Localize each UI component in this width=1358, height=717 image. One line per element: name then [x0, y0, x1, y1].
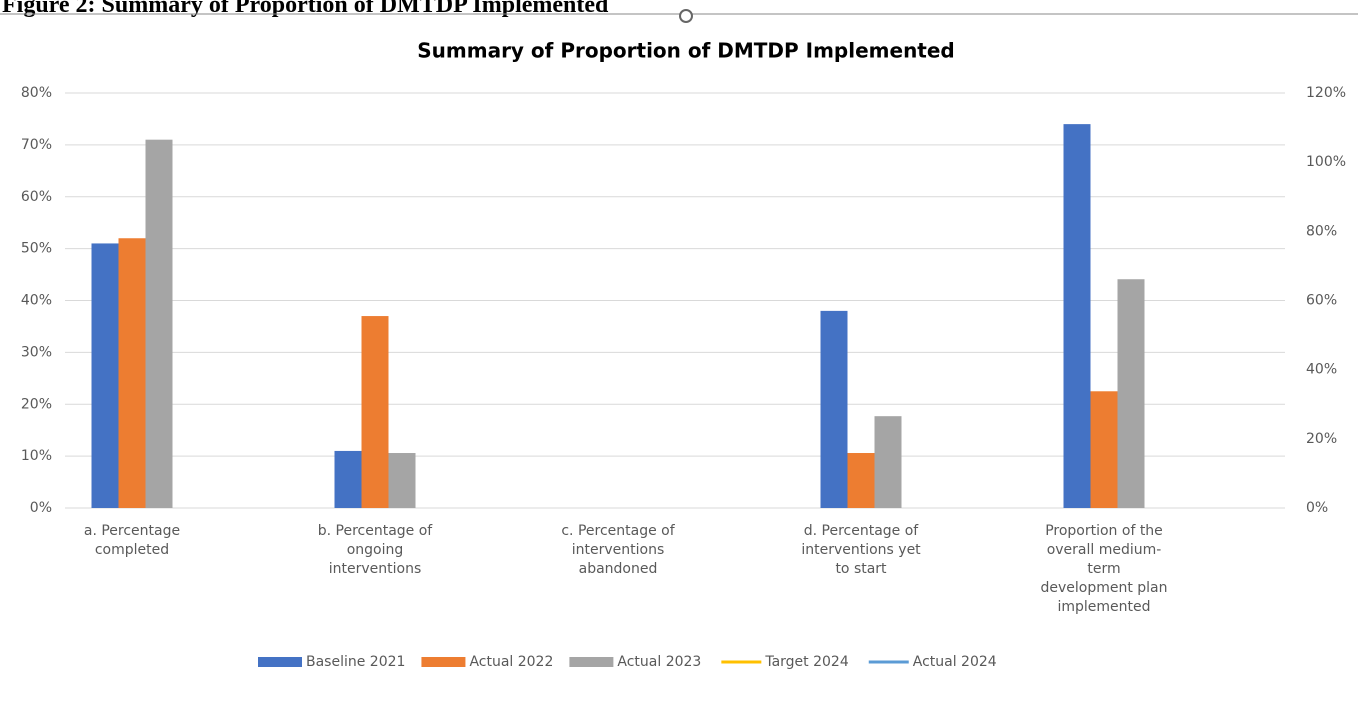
y2-tick-label: 20% [1306, 431, 1337, 447]
bar [118, 238, 146, 508]
bar [1117, 279, 1145, 508]
chart-title: Summary of Proportion of DMTDP Implement… [417, 39, 955, 63]
legend-label: Actual 2022 [469, 654, 553, 670]
bar [388, 453, 416, 508]
handle [679, 9, 693, 23]
bar [1090, 391, 1118, 508]
y-tick-label: 50% [21, 241, 52, 257]
y2-tick-label: 120% [1306, 85, 1346, 101]
y-tick-label: 80% [21, 85, 52, 101]
legend-label: Actual 2024 [913, 654, 997, 670]
y2-tick-label: 80% [1306, 223, 1337, 239]
y-tick-label: 10% [21, 448, 52, 464]
legend-swatch [421, 657, 466, 667]
x-tick-label: c. Percentage of interventions abandoned [561, 523, 675, 577]
y-tick-label: 60% [21, 189, 52, 205]
y-tick-label: 30% [21, 344, 52, 360]
y-tick-label: 40% [21, 293, 52, 309]
bar [820, 310, 848, 508]
y-tick-label: 0% [30, 500, 52, 516]
legend-swatch [258, 657, 302, 667]
bar [874, 416, 902, 508]
legend-swatch [569, 657, 614, 667]
bar [1063, 124, 1091, 508]
x-tick-label: a. Percentage completed [83, 523, 181, 558]
legend-label: Target 2024 [764, 654, 848, 670]
bar [91, 243, 119, 508]
y2-tick-label: 40% [1306, 362, 1337, 378]
bar [145, 139, 173, 508]
bar [334, 450, 362, 508]
y-tick-label: 70% [21, 137, 52, 153]
bar [361, 316, 389, 508]
y2-tick-label: 60% [1306, 293, 1337, 309]
bar [847, 453, 875, 508]
y-tick-label: 20% [21, 396, 52, 412]
x-tick-label: b. Percentage of ongoing interventions [317, 523, 433, 577]
y2-tick-label: 100% [1306, 154, 1346, 170]
y2-tick-label: 0% [1306, 500, 1328, 516]
x-tick-label: d. Percentage of interventions yet to st… [801, 523, 921, 577]
legend-label: Actual 2023 [617, 654, 701, 670]
legend-label: Baseline 2021 [306, 654, 405, 670]
x-tick-label: Proportion of the overall medium-term de… [1040, 523, 1168, 615]
